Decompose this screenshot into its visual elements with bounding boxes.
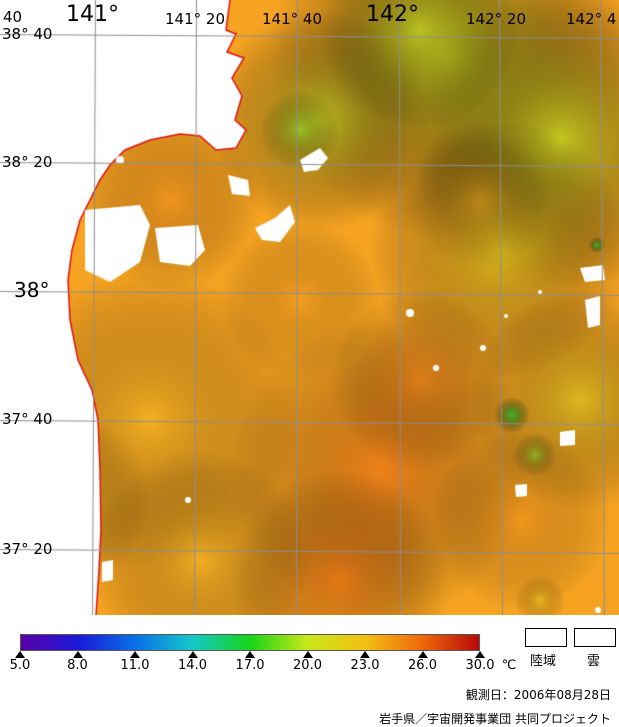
scale-tick-label: 30.0 [465,658,495,673]
scale-tick-mark [360,651,370,658]
scale-tick-label: 8.0 [67,658,88,673]
latitude-label-37-20: 37° 20 [2,540,53,558]
scale-tick-mark [187,651,198,658]
longitude-label-140-40: 40 [3,8,23,26]
scale-tick-label: 23.0 [350,658,380,673]
scale-tick-mark [475,651,485,658]
longitude-label-141: 141° [66,2,119,27]
cloud-legend-label: 雲 [587,654,601,669]
scale-tick-mark [245,651,255,658]
scale-tick-mark [130,651,140,658]
longitude-label-142: 142° [366,2,419,27]
scale-tick-mark [72,651,83,658]
temperature-color-scale [20,634,480,651]
scale-tick-label: 26.0 [408,658,437,673]
scale-tick-label: 11.0 [120,658,150,673]
scale-tick-label: 20.0 [293,658,322,673]
credit-text: 岩手県／宇宙開発事業団 共同プロジェクト [379,712,611,726]
scale-tick-label: 5.0 [9,658,31,673]
scale-tick-label: 14.0 [178,658,207,673]
scale-tick-mark [15,651,25,658]
longitude-label-141-40: 141° 40 [262,10,322,28]
sea-surface-temperature-map [0,0,619,615]
scale-unit-label: ℃ [501,658,517,673]
longitude-label-141-20: 141° 20 [165,10,225,28]
land-legend-swatch [525,628,567,647]
longitude-label-142-40: 142° 4 [566,10,617,28]
latitude-label-37-40: 37° 40 [2,410,53,428]
longitude-label-142-20: 142° 20 [466,10,526,28]
latitude-label-38: 38° [14,278,50,302]
scale-tick-mark [302,651,313,658]
land-legend-label: 陸域 [530,654,557,669]
latitude-label-38-40: 38° 40 [2,25,53,43]
latitude-label-38-20: 38° 20 [2,153,53,171]
scale-tick-mark [417,651,428,658]
scale-tick-label: 17.0 [235,658,265,673]
cloud-legend-swatch [574,628,616,647]
observation-date: 観測日：2006年08月28日 [465,688,611,702]
